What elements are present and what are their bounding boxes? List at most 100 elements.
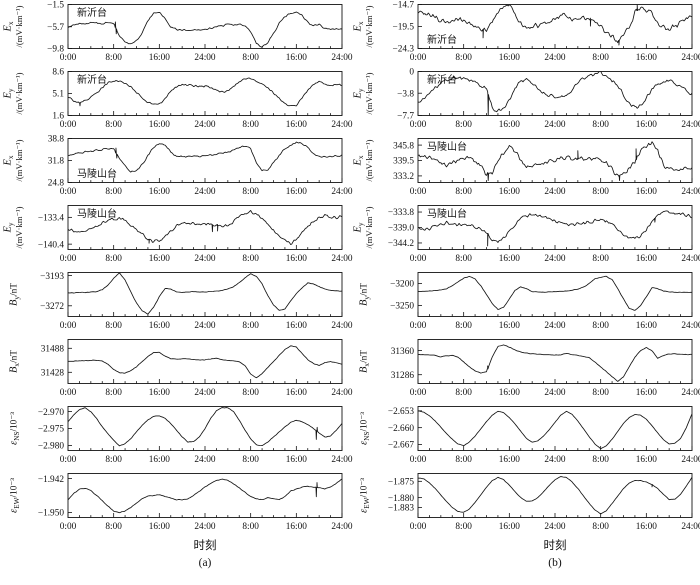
svg-text:8:00: 8:00 [455,187,472,197]
svg-text:16:00: 16:00 [286,254,308,264]
svg-text:8:00: 8:00 [592,187,609,197]
svg-text:16:00: 16:00 [149,53,171,63]
x-axis-b2: 0:00 8:00 16:00 24:00 8:00 16:00 24:00 [410,111,700,130]
figure-column-b: Ex/(mV·km⁻¹) −14.7 −19.5 −24.3 0:00 8:00 16:00… [350,1,700,570]
svg-text:/(mV·km⁻¹): /(mV·km⁻¹) [364,5,374,47]
plot-a1: Ex/(mV·km⁻¹) −1.5 −5.7 −9.80:00 8:00 16:00 24:… [3,1,353,63]
svg-text:8:00: 8:00 [105,187,122,197]
svg-text:24:00: 24:00 [194,120,216,130]
svg-text:εEW/10⁻³: εEW/10⁻³ [9,478,22,513]
svg-text:24:00: 24:00 [331,455,353,465]
svg-text:8:00: 8:00 [105,53,122,63]
svg-text:0:00: 0:00 [410,120,427,130]
svg-text:16:00: 16:00 [636,254,658,264]
svg-text:333.2: 333.2 [393,172,414,182]
svg-text:24:00: 24:00 [544,455,566,465]
x-axis-b8: 0:00 8:00 16:00 24:00 8:00 16:00 24:00 [410,513,700,532]
svg-text:0:00: 0:00 [410,455,427,465]
svg-text:16:00: 16:00 [636,455,658,465]
y-axis-a4: −133.4 −140.4 [38,214,72,250]
svg-text:24:00: 24:00 [194,455,216,465]
axis-box-a8 [67,473,343,518]
svg-text:−339.0: −339.0 [388,224,415,234]
svg-text:16:00: 16:00 [149,187,171,197]
svg-text:8:00: 8:00 [592,388,609,398]
svg-text:16:00: 16:00 [149,522,171,532]
axis-box-b2 [417,71,693,116]
svg-text:−5.7: −5.7 [47,23,64,33]
svg-text:0:00: 0:00 [60,321,77,331]
y-axis-label-a6: Bx/nT [9,350,22,373]
y-axis-b2: 0 −3.8 −7.7 [397,68,422,122]
svg-text:16:00: 16:00 [286,53,308,63]
station-label-b2: 新沂台 [427,73,457,86]
axis-box-a6 [67,339,343,384]
chart-panel-a5: By/nT −3193 −3272 0:00 8:00 16:00 24:00 8:00 16:… [0,271,353,333]
svg-text:8:00: 8:00 [592,254,609,264]
station-label-b1: 新沂台 [427,33,457,46]
series-a3 [68,141,342,173]
svg-text:31488: 31488 [41,345,65,355]
x-axis-a4: 0:00 8:00 16:00 24:00 8:00 16:00 24:00 [60,245,353,264]
svg-text:−3272: −3272 [40,302,64,312]
svg-text:8:00: 8:00 [592,455,609,465]
y-axis-b3: 345.8 339.5 333.2 [393,141,422,182]
chart-panel-b8: εEW/10⁻³ −1.875 −1.880 −1.883 0:00 8:00 16:00 2… [350,472,700,534]
svg-text:16:00: 16:00 [499,522,521,532]
svg-text:0:00: 0:00 [410,321,427,331]
svg-text:0:00: 0:00 [60,254,77,264]
svg-text:−344.2: −344.2 [388,239,415,249]
svg-text:24:00: 24:00 [331,321,353,331]
y-axis-label-b3: Ex/(mV·km⁻¹) [353,139,375,181]
y-axis-a2: 8.6 5.1 1.6 [52,68,72,122]
svg-text:8.6: 8.6 [52,68,64,78]
x-axis-title-b: 时刻 [543,540,567,552]
svg-text:24:00: 24:00 [544,254,566,264]
chart-panel-a2: Ey/(mV·km⁻¹) 8.6 5.1 1.6 0:00 8:00 16:00 24:00 8… [0,68,353,132]
svg-text:8:00: 8:00 [105,455,122,465]
svg-text:24:00: 24:00 [681,120,700,130]
svg-text:−1.942: −1.942 [38,475,65,485]
svg-text:38.8: 38.8 [48,135,65,145]
plot-b4: Ey/(mV·km⁻¹) −333.8 −339.0 −344.2 0:00 8:00 16… [353,205,700,264]
svg-text:−2.975: −2.975 [38,425,65,435]
svg-text:Ex: Ex [353,21,366,32]
x-axis-title-a: 时刻 [193,540,217,552]
x-axis-a2: 0:00 8:00 16:00 24:00 8:00 16:00 24:00 [60,111,353,130]
svg-text:16:00: 16:00 [636,321,658,331]
svg-text:16:00: 16:00 [636,187,658,197]
svg-text:8:00: 8:00 [592,321,609,331]
svg-text:8:00: 8:00 [455,388,472,398]
svg-text:−1.5: −1.5 [47,1,64,11]
svg-text:0:00: 0:00 [410,53,427,63]
svg-text:−133.4: −133.4 [38,214,65,224]
series-b6 [418,344,692,382]
svg-text:8:00: 8:00 [455,254,472,264]
svg-text:16:00: 16:00 [636,522,658,532]
svg-text:0: 0 [409,68,414,78]
svg-text:24:00: 24:00 [194,53,216,63]
x-axis-b5: 0:00 8:00 16:00 24:00 8:00 16:00 24:00 [410,312,700,331]
svg-text:−19.5: −19.5 [392,23,414,33]
series-b5 [418,275,692,311]
subfigure-caption-b: (b) [548,557,562,569]
chart-panel-b4: Ey/(mV·km⁻¹) −333.8 −339.0 −344.2 0:00 8:00 16… [350,204,700,266]
y-axis-label-a4: Ey/(mV·km⁻¹) [3,206,25,248]
svg-text:24:00: 24:00 [544,53,566,63]
series-a8 [68,478,342,514]
figure-column-a: Ex/(mV·km⁻¹) −1.5 −5.7 −9.8 0:00 8:00 16:00 24:… [0,1,353,570]
svg-text:8:00: 8:00 [455,321,472,331]
svg-text:24:00: 24:00 [331,187,353,197]
chart-panel-a1: Ex/(mV·km⁻¹) −1.5 −5.7 −9.8 0:00 8:00 16:00 24:… [0,1,353,65]
x-axis-b3: 0:00 8:00 16:00 24:00 8:00 16:00 24:00 [410,178,700,197]
y-axis-a8: −1.942 −1.950 [38,475,72,519]
svg-text:8:00: 8:00 [242,321,259,331]
svg-text:0:00: 0:00 [410,187,427,197]
svg-text:By/nT: By/nT [9,283,22,306]
svg-text:24:00: 24:00 [194,388,216,398]
svg-text:−3.8: −3.8 [397,89,414,99]
svg-text:0:00: 0:00 [60,455,77,465]
svg-text:345.8: 345.8 [393,141,414,151]
svg-text:−1.883: −1.883 [388,504,415,514]
series-b8 [418,476,692,515]
